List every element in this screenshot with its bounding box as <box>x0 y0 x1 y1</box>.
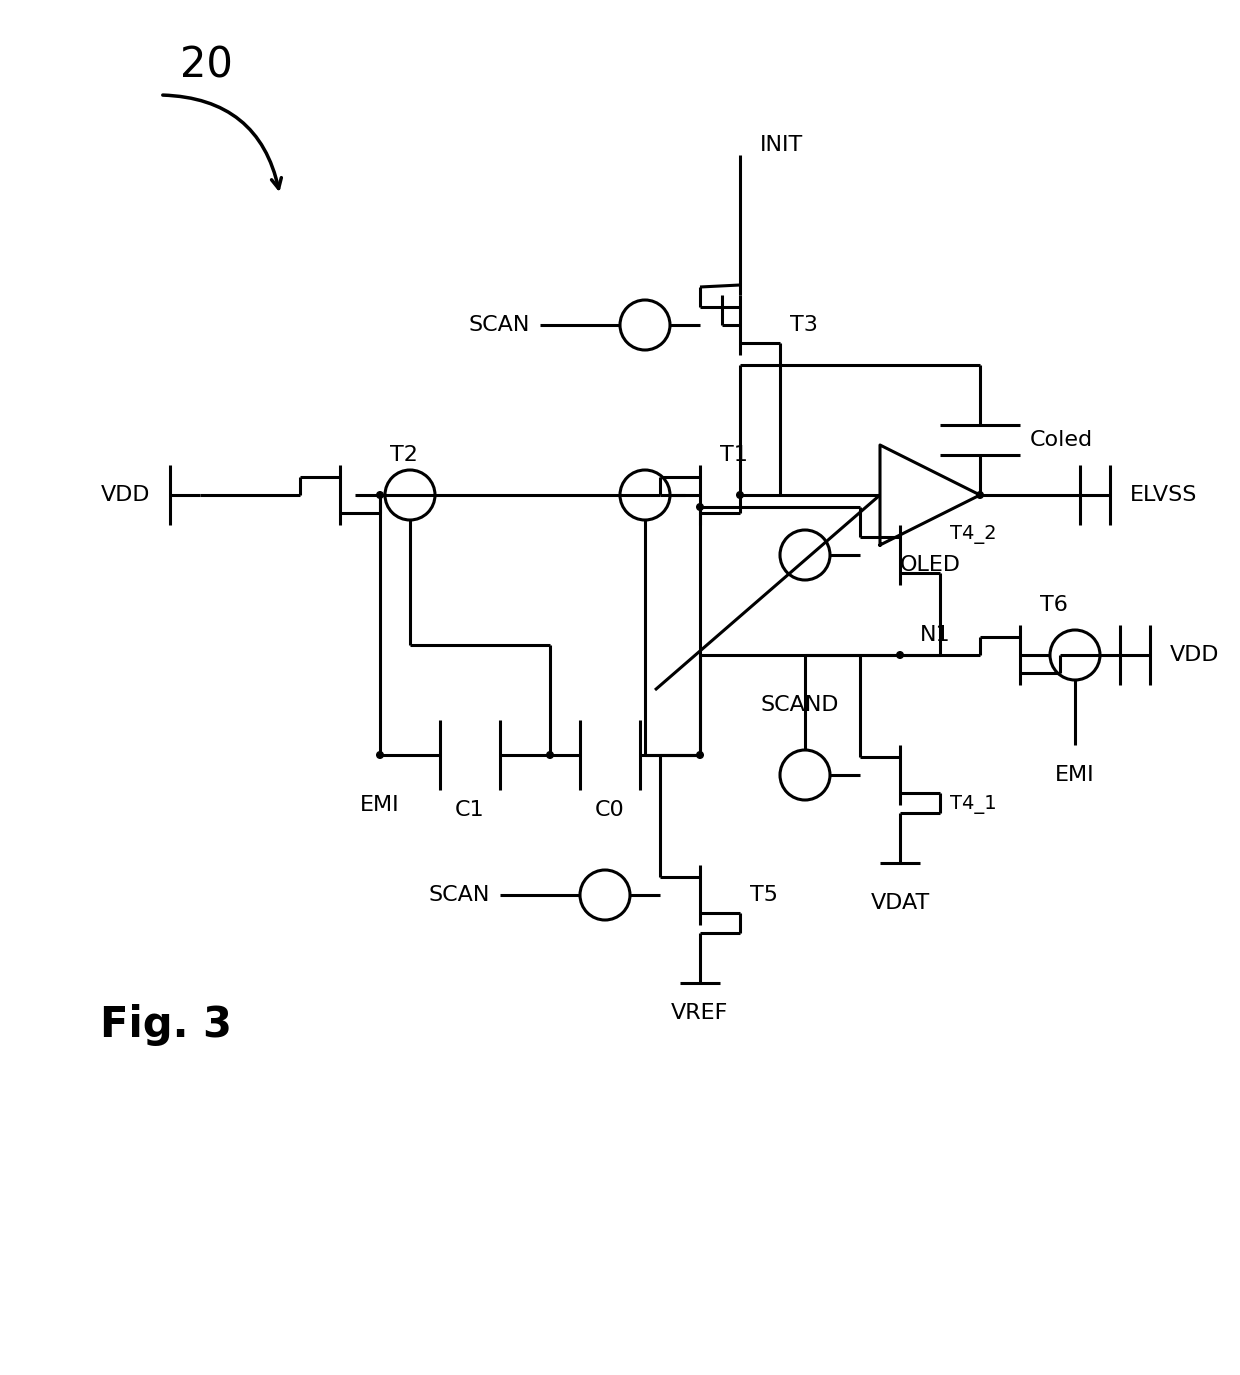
Text: Coled: Coled <box>1030 430 1094 450</box>
Text: EMI: EMI <box>360 795 399 815</box>
Text: T6: T6 <box>1040 595 1068 615</box>
Text: 20: 20 <box>180 44 233 87</box>
Text: T2: T2 <box>391 446 418 465</box>
Circle shape <box>697 503 703 510</box>
Text: VDD: VDD <box>1171 645 1219 666</box>
Text: T4_2: T4_2 <box>950 525 997 544</box>
Text: INIT: INIT <box>760 135 804 155</box>
Text: T5: T5 <box>750 886 777 905</box>
Text: OLED: OLED <box>899 556 961 575</box>
FancyArrowPatch shape <box>162 95 281 188</box>
Text: N1: N1 <box>920 626 951 645</box>
Text: VREF: VREF <box>671 1002 729 1023</box>
Text: SCAN: SCAN <box>469 315 529 336</box>
Text: C1: C1 <box>455 800 485 820</box>
Text: T1: T1 <box>720 446 748 465</box>
Circle shape <box>547 752 553 758</box>
Circle shape <box>737 492 743 498</box>
Text: C0: C0 <box>595 800 625 820</box>
Circle shape <box>977 492 983 498</box>
Circle shape <box>697 752 703 758</box>
Text: VDD: VDD <box>100 485 150 505</box>
Text: SCAN: SCAN <box>429 886 490 905</box>
Text: Fig. 3: Fig. 3 <box>100 1004 232 1046</box>
Text: T4_1: T4_1 <box>950 796 997 814</box>
Circle shape <box>377 752 383 758</box>
Text: EMI: EMI <box>1055 765 1095 785</box>
Text: T3: T3 <box>790 315 818 336</box>
Text: ELVSS: ELVSS <box>1130 485 1198 505</box>
Circle shape <box>897 652 903 659</box>
Text: VDAT: VDAT <box>870 892 930 913</box>
Circle shape <box>377 492 383 498</box>
Text: SCAND: SCAND <box>761 694 839 715</box>
